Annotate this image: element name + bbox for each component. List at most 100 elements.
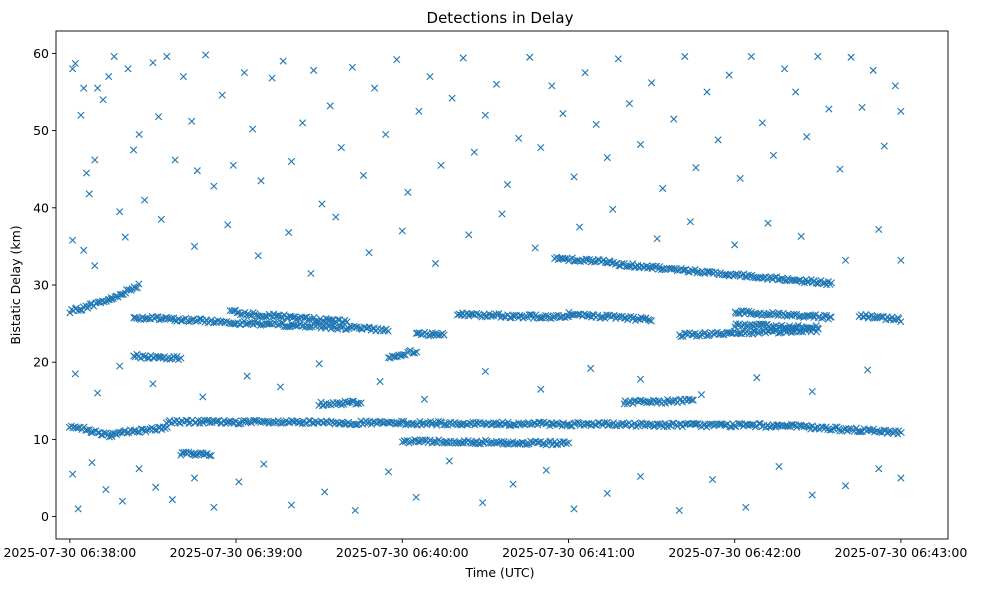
data-point <box>129 146 138 154</box>
data-point <box>80 246 88 254</box>
data-point <box>400 417 408 425</box>
data-point <box>413 348 421 356</box>
data-point <box>574 310 582 319</box>
data-point <box>318 317 326 325</box>
data-point <box>827 426 836 434</box>
data-point <box>139 313 147 321</box>
data-point <box>855 427 863 436</box>
data-point <box>152 483 160 491</box>
data-point <box>307 269 315 278</box>
data-point <box>742 322 750 330</box>
data-point <box>581 69 589 77</box>
data-point <box>847 53 855 61</box>
data-point <box>875 225 883 234</box>
data-point <box>218 91 226 99</box>
data-point <box>625 99 634 108</box>
data-point <box>149 380 157 388</box>
data-point <box>420 395 429 403</box>
data-point <box>841 482 850 490</box>
y-tick-label: 60 <box>33 46 49 61</box>
data-point <box>404 188 412 196</box>
x-tick-label: 2025-07-30 06:43:00 <box>835 545 968 560</box>
data-point <box>188 315 196 324</box>
data-point <box>161 424 169 433</box>
data-point <box>301 313 309 321</box>
data-point <box>352 421 360 429</box>
data-point <box>814 52 822 61</box>
data-point <box>509 421 517 429</box>
data-point <box>190 242 199 250</box>
data-point <box>233 309 241 317</box>
data-point <box>243 372 251 380</box>
data-point <box>734 329 743 337</box>
data-point <box>583 312 592 320</box>
data-point <box>897 256 905 264</box>
data-point <box>191 451 199 459</box>
data-point <box>135 280 143 288</box>
data-point <box>210 503 218 511</box>
data-point <box>171 156 179 164</box>
data-point <box>897 428 905 437</box>
data-point <box>90 427 98 436</box>
data-point <box>625 262 633 270</box>
data-points <box>65 51 905 515</box>
data-point <box>80 84 88 92</box>
data-point <box>869 66 877 74</box>
data-point <box>292 322 300 330</box>
data-point <box>731 241 739 249</box>
data-point <box>864 366 872 374</box>
data-point <box>379 419 387 427</box>
data-point <box>268 74 276 82</box>
data-point <box>287 501 296 509</box>
data-point <box>334 315 342 324</box>
data-point <box>479 499 487 507</box>
data-point <box>841 256 850 264</box>
data-point <box>343 318 351 326</box>
data-point <box>188 117 196 125</box>
data-point <box>780 65 789 73</box>
data-point <box>190 474 199 482</box>
data-point <box>405 439 413 447</box>
data-point <box>781 324 789 332</box>
data-point <box>369 418 377 426</box>
y-tick-label: 40 <box>33 200 49 215</box>
data-point <box>507 439 515 447</box>
data-point <box>552 311 560 319</box>
data-point <box>897 474 905 482</box>
data-point <box>321 488 329 496</box>
data-point <box>223 317 231 326</box>
data-point <box>554 420 562 428</box>
y-tick-label: 50 <box>33 123 49 138</box>
data-point <box>876 313 885 321</box>
data-point <box>185 317 193 326</box>
data-point <box>384 468 393 476</box>
data-point <box>509 480 517 488</box>
y-tick-label: 30 <box>33 278 49 293</box>
data-point <box>74 505 82 513</box>
data-point <box>464 437 472 445</box>
data-point <box>515 134 523 142</box>
data-point <box>673 266 681 275</box>
data-point <box>862 311 870 319</box>
data-point <box>398 227 406 235</box>
data-point <box>93 389 102 397</box>
data-point <box>99 96 107 104</box>
data-point <box>407 438 415 446</box>
data-point <box>537 385 545 393</box>
data-point <box>69 65 77 73</box>
y-tick-label: 10 <box>33 432 49 447</box>
data-point <box>826 313 834 321</box>
data-point <box>531 244 539 252</box>
data-point <box>384 327 392 335</box>
data-point <box>193 450 201 459</box>
data-point <box>653 235 661 243</box>
data-point <box>570 505 578 513</box>
data-point <box>470 148 478 156</box>
data-point <box>526 53 534 61</box>
data-point <box>306 316 314 324</box>
data-point <box>429 419 437 428</box>
data-point <box>758 119 766 127</box>
data-point <box>166 355 174 363</box>
data-point <box>559 110 567 118</box>
data-point <box>257 177 265 185</box>
